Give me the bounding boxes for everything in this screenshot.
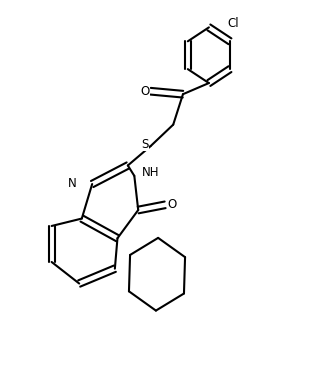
Text: NH: NH	[142, 166, 159, 180]
Text: S: S	[141, 138, 148, 151]
Text: O: O	[140, 85, 149, 98]
Text: Cl: Cl	[227, 17, 239, 30]
Text: N: N	[68, 177, 77, 190]
Text: O: O	[168, 198, 177, 211]
